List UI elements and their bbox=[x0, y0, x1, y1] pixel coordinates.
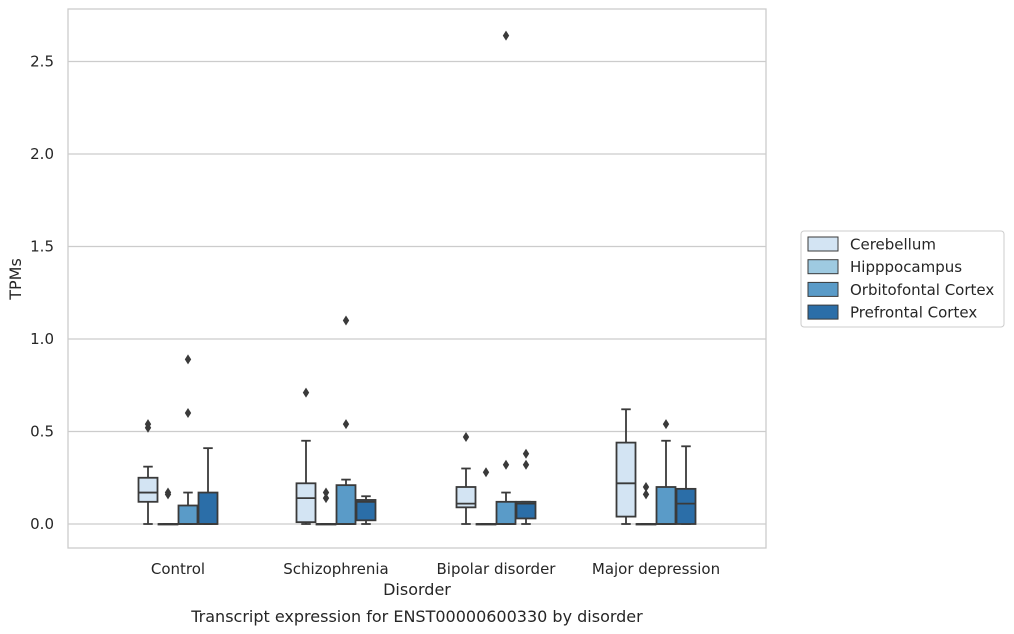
box-1-3 bbox=[635, 482, 657, 526]
box-2-3 bbox=[655, 419, 677, 525]
box-2-1 bbox=[335, 315, 357, 525]
box-body bbox=[295, 482, 317, 524]
chart-caption: Transcript expression for ENST0000060033… bbox=[190, 607, 643, 626]
box-3-2 bbox=[515, 448, 537, 525]
outlier-point bbox=[164, 487, 172, 498]
outlier-point bbox=[522, 448, 530, 459]
box-body bbox=[655, 486, 677, 525]
legend-label: Hipppocampus bbox=[850, 258, 962, 276]
box-0-0 bbox=[137, 419, 159, 525]
outlier-point bbox=[302, 387, 310, 398]
legend-swatch bbox=[807, 236, 839, 252]
box-1-2 bbox=[475, 467, 497, 526]
outlier-point bbox=[322, 493, 330, 504]
outlier-point bbox=[662, 419, 670, 430]
box-3-0 bbox=[197, 447, 219, 525]
outlier-point bbox=[642, 482, 650, 492]
y-tick-label: 1.5 bbox=[30, 238, 54, 256]
legend-frame bbox=[800, 230, 1005, 328]
box-body bbox=[197, 491, 219, 525]
outlier-point bbox=[502, 30, 510, 41]
box-2-0 bbox=[177, 354, 199, 525]
y-tick-label: 0.0 bbox=[30, 515, 54, 533]
box-body bbox=[335, 484, 357, 525]
box-body bbox=[495, 500, 517, 525]
outlier-point bbox=[642, 489, 650, 500]
box-2-2 bbox=[495, 30, 517, 525]
y-axis-label: TPMs bbox=[6, 258, 25, 301]
x-tick-label: Major depression bbox=[592, 560, 720, 578]
outlier-point bbox=[322, 487, 330, 498]
x-tick-label: Bipolar disorder bbox=[437, 560, 557, 578]
box-3-3 bbox=[675, 445, 697, 525]
outlier-point bbox=[184, 408, 192, 418]
x-axis-label: Disorder bbox=[383, 580, 451, 599]
y-tick-label: 2.5 bbox=[30, 53, 54, 71]
box-0-2 bbox=[455, 432, 477, 525]
y-tick-label: 0.5 bbox=[30, 423, 54, 441]
outlier-point bbox=[342, 419, 350, 430]
legend-label: Cerebellum bbox=[850, 236, 936, 254]
x-tick-labels: Control Schizophrenia Bipolar disorder Majo… bbox=[151, 560, 720, 578]
legend-label: Orbitofontal Cortex bbox=[850, 281, 994, 299]
plot-frame bbox=[67, 8, 767, 549]
y-tick-labels: 0.0 0.5 1.0 1.5 2.0 2.5 bbox=[30, 53, 54, 534]
box-3-1 bbox=[355, 495, 377, 525]
box-body bbox=[615, 441, 637, 518]
box-1-1 bbox=[315, 487, 337, 526]
legend-swatch bbox=[807, 304, 839, 320]
box-body bbox=[455, 486, 477, 509]
box-0-1 bbox=[295, 387, 317, 525]
outlier-point bbox=[342, 315, 350, 326]
box-body bbox=[675, 487, 697, 525]
outlier-point bbox=[184, 354, 192, 365]
y-tick-label: 1.0 bbox=[30, 330, 54, 348]
box-body bbox=[515, 500, 537, 520]
grid-lines bbox=[68, 60, 766, 525]
outlier-point bbox=[482, 467, 490, 478]
legend-label: Prefrontal Cortex bbox=[850, 304, 977, 322]
box-body bbox=[177, 504, 199, 525]
box-0-3 bbox=[615, 408, 637, 525]
x-tick-label: Schizophrenia bbox=[283, 560, 388, 578]
box-body bbox=[355, 499, 377, 522]
outlier-point bbox=[502, 459, 510, 470]
legend-swatch bbox=[807, 259, 839, 275]
box-plot-area bbox=[137, 30, 697, 526]
y-tick-label: 2.0 bbox=[30, 145, 54, 163]
box-body bbox=[137, 476, 159, 503]
legend: Cerebellum Hipppocampus Orbitofontal Corte… bbox=[800, 230, 1005, 328]
outlier-point bbox=[144, 419, 152, 430]
outlier-point bbox=[522, 459, 530, 470]
legend-swatch bbox=[807, 281, 839, 297]
x-tick-label: Control bbox=[151, 560, 205, 578]
outlier-point bbox=[462, 432, 470, 443]
box-1-0 bbox=[157, 487, 179, 526]
